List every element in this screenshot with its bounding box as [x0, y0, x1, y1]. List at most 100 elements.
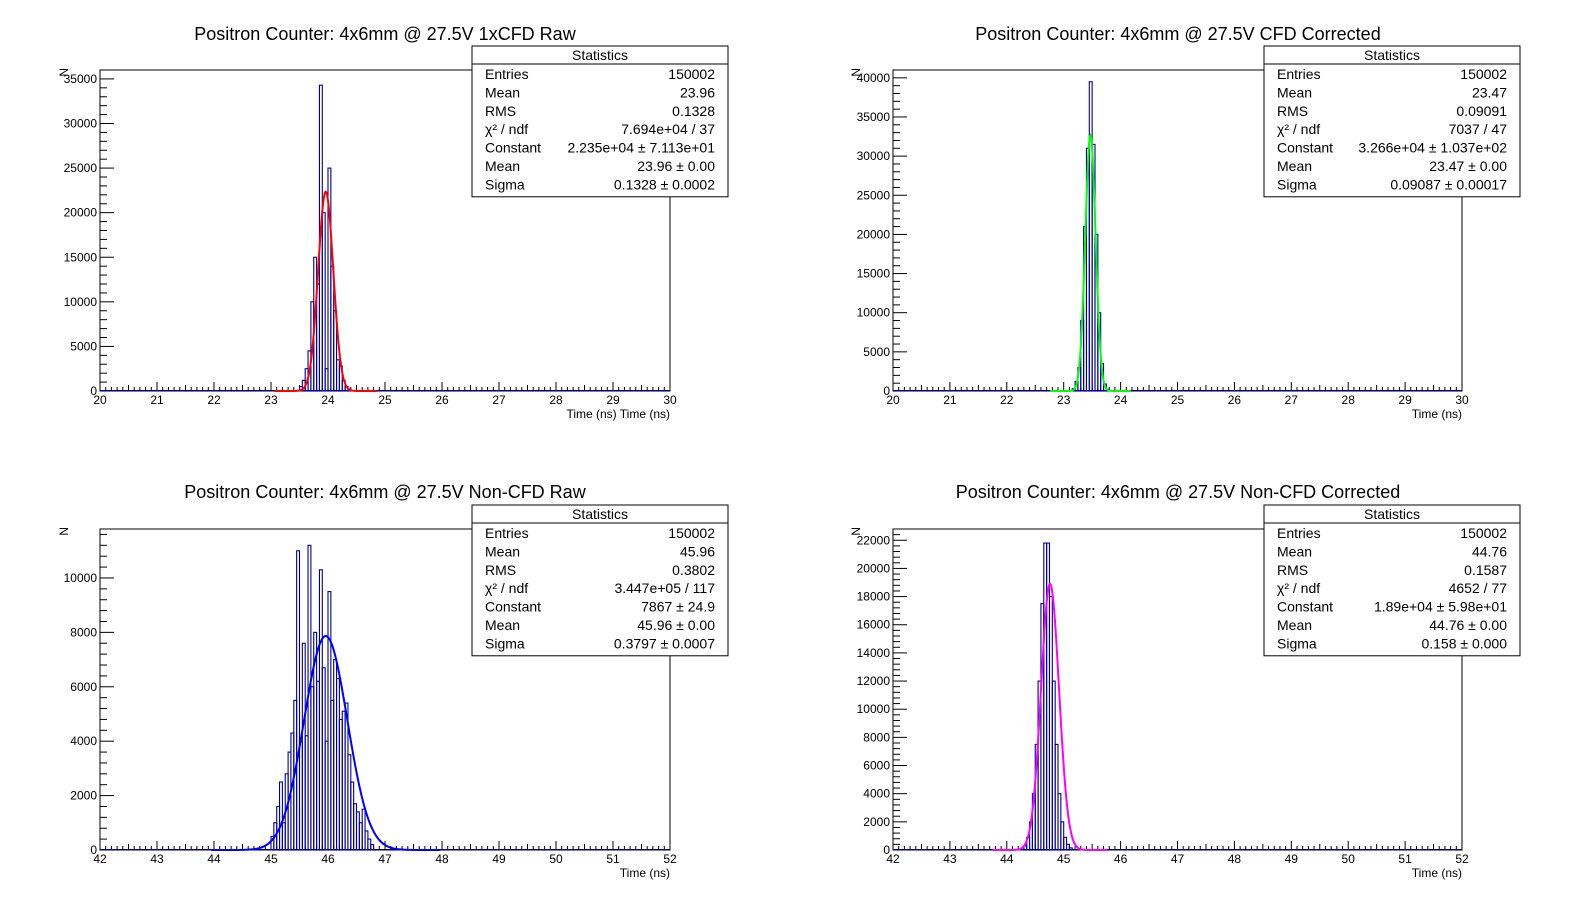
stat-label: Mean [1277, 84, 1312, 100]
y-tick-label: 22000 [857, 533, 891, 547]
stat-label: Mean [1277, 158, 1312, 174]
stat-value: 0.158 ± 0.000 [1421, 635, 1507, 651]
chart-panel-1xcfd-raw: Positron Counter: 4x6mm @ 27.5V 1xCFD Ra… [57, 24, 729, 421]
stat-value: 7.694e+04 / 37 [621, 121, 715, 137]
stat-label: Entries [1277, 66, 1321, 82]
x-tick-label: 30 [663, 393, 677, 407]
y-tick-label: 10000 [857, 306, 891, 320]
stat-value: 0.09087 ± 0.00017 [1390, 176, 1507, 192]
gaussian-fit-curve [274, 190, 377, 392]
y-tick-label: 25000 [64, 161, 98, 175]
stat-label: χ² / ndf [485, 580, 528, 596]
x-tick-label: 26 [1228, 393, 1242, 407]
stat-value: 44.76 [1472, 543, 1507, 559]
stat-value: 3.447e+05 / 117 [614, 580, 715, 596]
y-tick-label: 0 [90, 384, 97, 398]
x-tick-label: 26 [435, 393, 449, 407]
x-tick-label: 21 [150, 393, 164, 407]
chart-title: Positron Counter: 4x6mm @ 27.5V Non-CFD … [956, 482, 1400, 502]
y-tick-label: 5000 [70, 339, 97, 353]
y-tick-label: 35000 [64, 72, 98, 86]
stat-value: 150002 [668, 525, 715, 541]
y-tick-label: 4000 [70, 734, 97, 748]
statistics-frame [471, 45, 729, 198]
x-tick-label: 42 [93, 852, 107, 866]
statistics-frame [1263, 45, 1521, 198]
x-tick-label: 25 [378, 393, 392, 407]
x-tick-label: 46 [321, 852, 335, 866]
y-tick-label: 20000 [857, 227, 891, 241]
y-tick-label: 16000 [857, 618, 891, 632]
stat-label: Sigma [1277, 176, 1317, 192]
x-tick-label: 24 [1114, 393, 1128, 407]
stat-label: Constant [485, 140, 541, 156]
x-tick-label: 43 [943, 852, 957, 866]
stat-label: χ² / ndf [1277, 580, 1320, 596]
y-axis-label: N [849, 68, 863, 77]
stat-label: Mean [485, 84, 520, 100]
stat-value: 0.1328 [672, 103, 715, 119]
x-tick-label: 29 [606, 393, 620, 407]
statistics-frame [1263, 504, 1521, 657]
statistics-title: Statistics [572, 506, 628, 522]
y-tick-label: 8000 [863, 730, 890, 744]
x-axis-label: Time (ns) Time (ns) [566, 407, 670, 421]
x-tick-label: 20 [93, 393, 107, 407]
y-tick-label: 18000 [857, 590, 891, 604]
y-tick-label: 40000 [857, 71, 891, 85]
chart-panel-noncfd-raw: Positron Counter: 4x6mm @ 27.5V Non-CFD … [57, 482, 729, 880]
stat-label: Sigma [1277, 635, 1317, 651]
stat-value: 150002 [668, 66, 715, 82]
statistics-title: Statistics [1364, 506, 1420, 522]
statistics-title: Statistics [572, 47, 628, 63]
x-tick-label: 29 [1398, 393, 1412, 407]
x-tick-label: 50 [1342, 852, 1356, 866]
stat-label: Constant [1277, 599, 1333, 615]
stat-label: Mean [485, 617, 520, 633]
stat-label: Mean [485, 158, 520, 174]
stat-label: Mean [1277, 617, 1312, 633]
x-tick-label: 23 [1057, 393, 1071, 407]
y-tick-label: 15000 [857, 267, 891, 281]
x-tick-label: 22 [207, 393, 221, 407]
y-tick-label: 0 [883, 384, 890, 398]
x-tick-label: 48 [1228, 852, 1242, 866]
stat-label: Constant [1277, 140, 1333, 156]
statistics-frame [471, 504, 729, 657]
y-tick-label: 0 [883, 843, 890, 857]
stat-label: Mean [1277, 543, 1312, 559]
stat-value: 23.47 ± 0.00 [1429, 158, 1507, 174]
y-tick-label: 10000 [64, 295, 98, 309]
stat-value: 3.266e+04 ± 1.037e+02 [1358, 140, 1507, 156]
stat-value: 1.89e+04 ± 5.98e+01 [1374, 599, 1507, 615]
x-axis-label: Time (ns) [1412, 866, 1462, 880]
x-tick-label: 44 [207, 852, 221, 866]
stat-value: 0.1587 [1464, 562, 1507, 578]
statistics-box: Statistics Entries 150002 Mean 45.96 RMS 0.380… [471, 504, 729, 657]
x-tick-label: 21 [943, 393, 957, 407]
chart-title: Positron Counter: 4x6mm @ 27.5V CFD Corr… [975, 24, 1380, 44]
x-tick-label: 28 [1342, 393, 1356, 407]
stat-value: 2.235e+04 ± 7.113e+01 [567, 140, 715, 156]
x-tick-label: 20 [886, 393, 900, 407]
stat-value: 7037 / 47 [1449, 121, 1508, 137]
y-tick-label: 14000 [857, 646, 891, 660]
stat-value: 23.96 ± 0.00 [637, 158, 715, 174]
stat-label: RMS [485, 103, 516, 119]
x-tick-label: 45 [264, 852, 278, 866]
y-tick-label: 15000 [64, 250, 98, 264]
x-tick-label: 51 [606, 852, 620, 866]
stat-value: 7867 ± 24.9 [641, 599, 715, 615]
x-tick-label: 24 [321, 393, 335, 407]
x-tick-label: 28 [549, 393, 563, 407]
x-tick-label: 44 [1000, 852, 1014, 866]
y-tick-label: 20000 [64, 206, 98, 220]
stat-value: 150002 [1460, 66, 1507, 82]
chart-title: Positron Counter: 4x6mm @ 27.5V 1xCFD Ra… [194, 24, 576, 44]
x-tick-label: 27 [492, 393, 506, 407]
stat-value: 0.3797 ± 0.0007 [614, 635, 715, 651]
statistics-box: Statistics Entries 150002 Mean 23.96 RMS 0.132… [471, 45, 729, 198]
stat-value: 23.96 [680, 84, 715, 100]
x-axis-label: Time (ns) [620, 866, 670, 880]
y-tick-label: 30000 [857, 149, 891, 163]
